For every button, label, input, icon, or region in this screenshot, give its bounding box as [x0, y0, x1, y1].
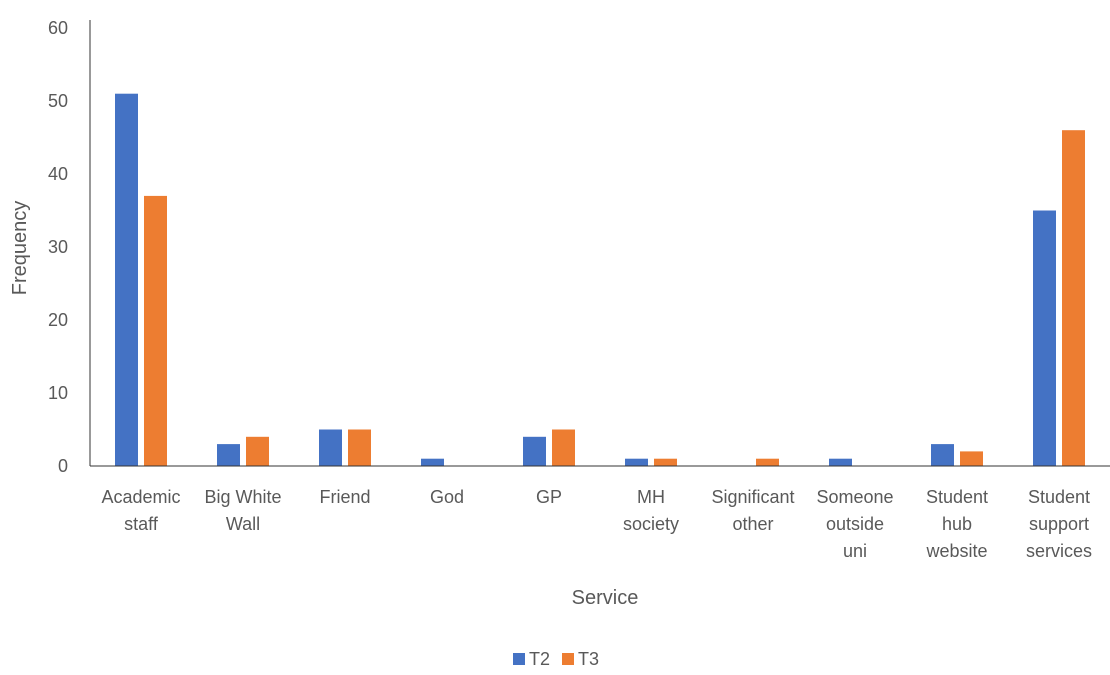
bar-t2 — [217, 444, 240, 466]
x-category-label: Academic staff — [101, 487, 180, 534]
bar-t2 — [931, 444, 954, 466]
bar-t3 — [144, 195, 167, 466]
bar-t2 — [1033, 210, 1056, 466]
y-tick-label: 60 — [48, 18, 68, 38]
legend: T2 T3 — [513, 649, 599, 669]
x-category-label: Student support services — [1026, 487, 1092, 561]
x-axis-title: Service — [572, 587, 639, 609]
bar-t2 — [625, 458, 648, 466]
x-category-label: Someone outside uni — [816, 487, 893, 561]
bar-t2 — [829, 458, 852, 466]
x-axis-categories: Academic staff Big White Wall Friend God GP MH s… — [101, 487, 1092, 561]
x-category-label: MH society — [623, 487, 679, 534]
y-axis-title: Frequency — [9, 201, 31, 296]
bar-t3 — [348, 429, 371, 466]
y-tick-label: 40 — [48, 164, 68, 184]
legend-label-t3: T3 — [578, 649, 599, 669]
x-category-label: Friend — [319, 487, 370, 507]
bar-t3 — [1062, 130, 1085, 466]
bar-t2 — [523, 436, 546, 466]
legend-swatch-t3 — [562, 653, 574, 665]
bar-t2 — [115, 93, 138, 466]
bar-t2 — [319, 429, 342, 466]
y-axis-ticks: 0 10 20 30 40 50 60 — [48, 18, 68, 476]
x-category-label: Significant other — [711, 487, 794, 534]
bar-t3 — [756, 458, 779, 466]
y-tick-label: 30 — [48, 237, 68, 257]
x-category-label: Student hub website — [925, 487, 988, 561]
bar-t3 — [246, 436, 269, 466]
y-tick-label: 20 — [48, 310, 68, 330]
x-category-label: Big White Wall — [204, 487, 281, 534]
y-tick-label: 50 — [48, 91, 68, 111]
bars — [115, 93, 1085, 466]
bar-t2 — [421, 458, 444, 466]
bar-t3 — [654, 458, 677, 466]
x-category-label: GP — [536, 487, 562, 507]
bar-t3 — [552, 429, 575, 466]
axes — [89, 20, 1110, 467]
legend-swatch-t2 — [513, 653, 525, 665]
legend-label-t2: T2 — [529, 649, 550, 669]
y-tick-label: 10 — [48, 383, 68, 403]
y-tick-label: 0 — [58, 456, 68, 476]
x-category-label: God — [430, 487, 464, 507]
bar-t3 — [960, 451, 983, 466]
